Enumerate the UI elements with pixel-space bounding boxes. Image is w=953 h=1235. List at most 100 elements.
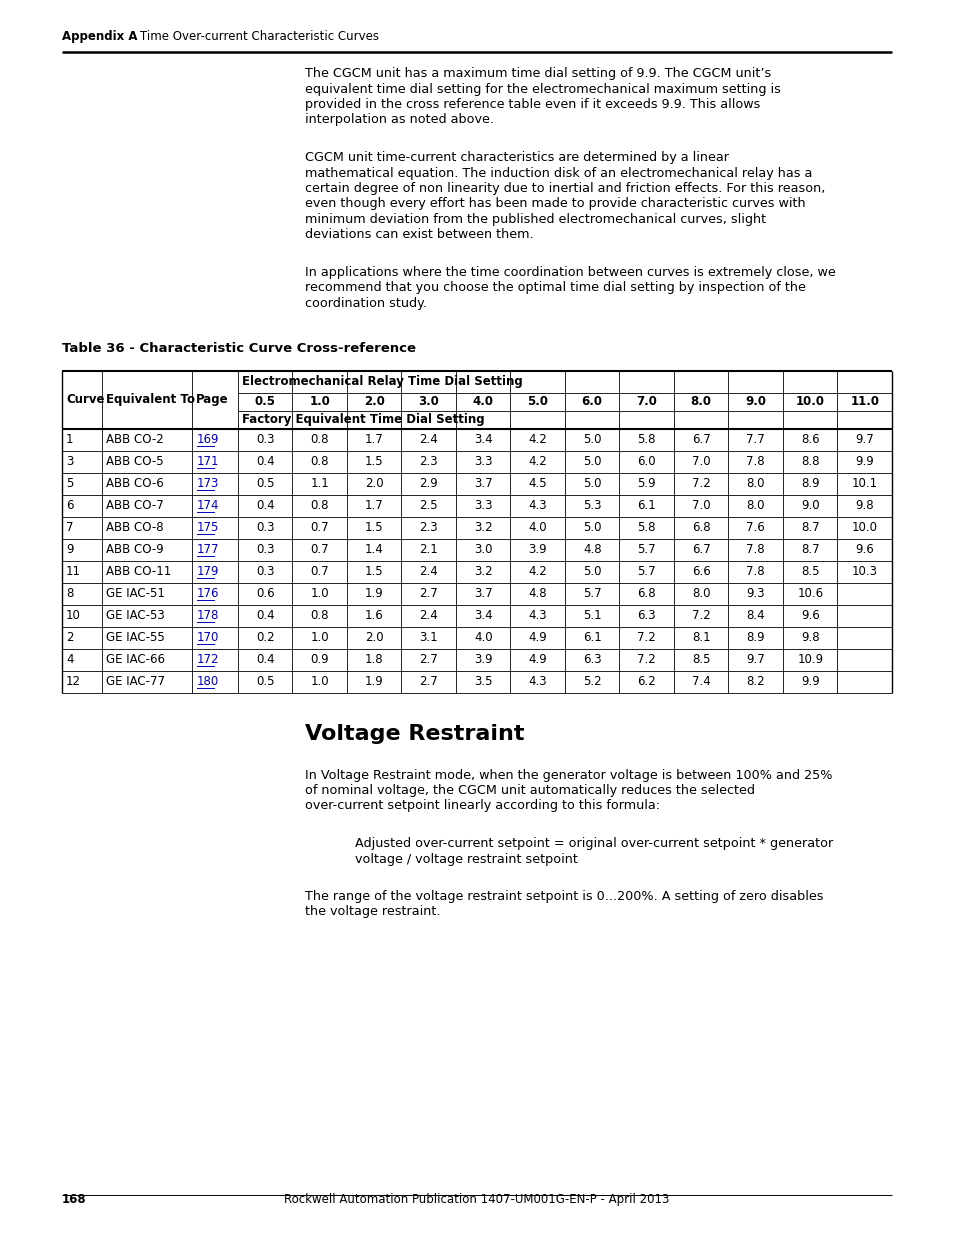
Text: 8.9: 8.9 <box>745 631 764 643</box>
Text: 3.0: 3.0 <box>474 543 492 556</box>
Text: 8.1: 8.1 <box>691 631 710 643</box>
Text: 6.2: 6.2 <box>637 676 656 688</box>
Text: 7.8: 7.8 <box>745 564 764 578</box>
Text: 2.7: 2.7 <box>419 587 437 600</box>
Text: Time Over-current Characteristic Curves: Time Over-current Characteristic Curves <box>140 30 378 43</box>
Text: 6.1: 6.1 <box>637 499 656 513</box>
Text: 176: 176 <box>196 587 219 600</box>
Text: 7.8: 7.8 <box>745 543 764 556</box>
Text: 6.7: 6.7 <box>691 433 710 446</box>
Text: 0.3: 0.3 <box>255 521 274 534</box>
Text: GE IAC-77: GE IAC-77 <box>106 676 165 688</box>
Text: 8.5: 8.5 <box>801 564 819 578</box>
Text: over-current setpoint linearly according to this formula:: over-current setpoint linearly according… <box>305 799 659 813</box>
Text: 0.7: 0.7 <box>310 564 329 578</box>
Text: of nominal voltage, the CGCM unit automatically reduces the selected: of nominal voltage, the CGCM unit automa… <box>305 784 754 797</box>
Text: 5.0: 5.0 <box>582 477 601 490</box>
Text: 168: 168 <box>62 1193 87 1207</box>
Text: 1.6: 1.6 <box>364 609 383 622</box>
Text: 1.4: 1.4 <box>364 543 383 556</box>
Text: 2.0: 2.0 <box>363 395 384 408</box>
Text: 9.9: 9.9 <box>800 676 819 688</box>
Text: 0.3: 0.3 <box>255 564 274 578</box>
Text: 5.1: 5.1 <box>582 609 601 622</box>
Text: CGCM unit time-current characteristics are determined by a linear: CGCM unit time-current characteristics a… <box>305 151 728 164</box>
Text: equivalent time dial setting for the electromechanical maximum setting is: equivalent time dial setting for the ele… <box>305 83 781 95</box>
Text: 3.2: 3.2 <box>474 564 492 578</box>
Text: 8.6: 8.6 <box>801 433 819 446</box>
Text: 0.6: 0.6 <box>255 587 274 600</box>
Text: Page: Page <box>195 393 229 406</box>
Text: 9.7: 9.7 <box>855 433 873 446</box>
Text: 2.5: 2.5 <box>419 499 437 513</box>
Text: 7.0: 7.0 <box>691 454 710 468</box>
Text: ABB CO-7: ABB CO-7 <box>106 499 164 513</box>
Text: 10.0: 10.0 <box>795 395 824 408</box>
Text: ABB CO-6: ABB CO-6 <box>106 477 164 490</box>
Text: 4.2: 4.2 <box>528 564 547 578</box>
Text: Curve: Curve <box>66 393 105 406</box>
Text: 5.3: 5.3 <box>582 499 601 513</box>
Text: 12: 12 <box>66 676 81 688</box>
Text: 2.7: 2.7 <box>419 653 437 666</box>
Text: The range of the voltage restraint setpoint is 0...200%. A setting of zero disab: The range of the voltage restraint setpo… <box>305 890 822 903</box>
Text: 2.7: 2.7 <box>419 676 437 688</box>
Text: interpolation as noted above.: interpolation as noted above. <box>305 114 494 126</box>
Text: 3.7: 3.7 <box>474 477 492 490</box>
Text: 0.4: 0.4 <box>255 454 274 468</box>
Text: 4.0: 4.0 <box>474 631 492 643</box>
Text: 11.0: 11.0 <box>849 395 879 408</box>
Text: 9.7: 9.7 <box>745 653 764 666</box>
Text: minimum deviation from the published electromechanical curves, slight: minimum deviation from the published ele… <box>305 212 765 226</box>
Text: 1.0: 1.0 <box>310 676 329 688</box>
Text: 8.8: 8.8 <box>801 454 819 468</box>
Text: 3.3: 3.3 <box>474 499 492 513</box>
Text: 4.8: 4.8 <box>582 543 601 556</box>
Text: Rockwell Automation Publication 1407-UM001G-EN-P - April 2013: Rockwell Automation Publication 1407-UM0… <box>284 1193 669 1207</box>
Text: GE IAC-66: GE IAC-66 <box>106 653 165 666</box>
Text: 3.3: 3.3 <box>474 454 492 468</box>
Text: 4.5: 4.5 <box>528 477 546 490</box>
Text: 8.7: 8.7 <box>801 521 819 534</box>
Text: 5.8: 5.8 <box>637 433 656 446</box>
Text: 9.0: 9.0 <box>744 395 765 408</box>
Text: voltage / voltage restraint setpoint: voltage / voltage restraint setpoint <box>355 852 578 866</box>
Text: 6.8: 6.8 <box>691 521 710 534</box>
Text: 4.3: 4.3 <box>528 676 546 688</box>
Text: 0.8: 0.8 <box>310 609 329 622</box>
Text: ABB CO-9: ABB CO-9 <box>106 543 164 556</box>
Text: 11: 11 <box>66 564 81 578</box>
Text: 3.4: 3.4 <box>474 609 492 622</box>
Text: 1.5: 1.5 <box>365 564 383 578</box>
Text: Electromechanical Relay Time Dial Setting: Electromechanical Relay Time Dial Settin… <box>242 375 522 388</box>
Text: 4.8: 4.8 <box>528 587 546 600</box>
Text: Table 36 - Characteristic Curve Cross-reference: Table 36 - Characteristic Curve Cross-re… <box>62 342 416 356</box>
Text: 8.0: 8.0 <box>690 395 711 408</box>
Text: 4.2: 4.2 <box>528 433 547 446</box>
Text: 178: 178 <box>196 609 219 622</box>
Text: 6.0: 6.0 <box>581 395 602 408</box>
Text: 1.1: 1.1 <box>310 477 329 490</box>
Text: GE IAC-53: GE IAC-53 <box>106 609 165 622</box>
Text: recommend that you choose the optimal time dial setting by inspection of the: recommend that you choose the optimal ti… <box>305 282 805 294</box>
Text: 8.5: 8.5 <box>691 653 710 666</box>
Text: In applications where the time coordination between curves is extremely close, w: In applications where the time coordinat… <box>305 266 835 279</box>
Text: 2.3: 2.3 <box>419 521 437 534</box>
Text: 0.4: 0.4 <box>255 499 274 513</box>
Text: 5: 5 <box>66 477 73 490</box>
Text: 3: 3 <box>66 454 73 468</box>
Text: 7.0: 7.0 <box>636 395 657 408</box>
Text: ABB CO-11: ABB CO-11 <box>106 564 172 578</box>
Text: mathematical equation. The induction disk of an electromechanical relay has a: mathematical equation. The induction dis… <box>305 167 812 179</box>
Text: 7.7: 7.7 <box>745 433 764 446</box>
Text: 1.7: 1.7 <box>364 433 383 446</box>
Text: 0.3: 0.3 <box>255 433 274 446</box>
Text: 4.3: 4.3 <box>528 609 546 622</box>
Text: 2.4: 2.4 <box>419 433 437 446</box>
Text: 3.4: 3.4 <box>474 433 492 446</box>
Text: the voltage restraint.: the voltage restraint. <box>305 905 440 919</box>
Text: 10.9: 10.9 <box>797 653 822 666</box>
Text: 8: 8 <box>66 587 73 600</box>
Text: 7.0: 7.0 <box>691 499 710 513</box>
Text: 6.8: 6.8 <box>637 587 656 600</box>
